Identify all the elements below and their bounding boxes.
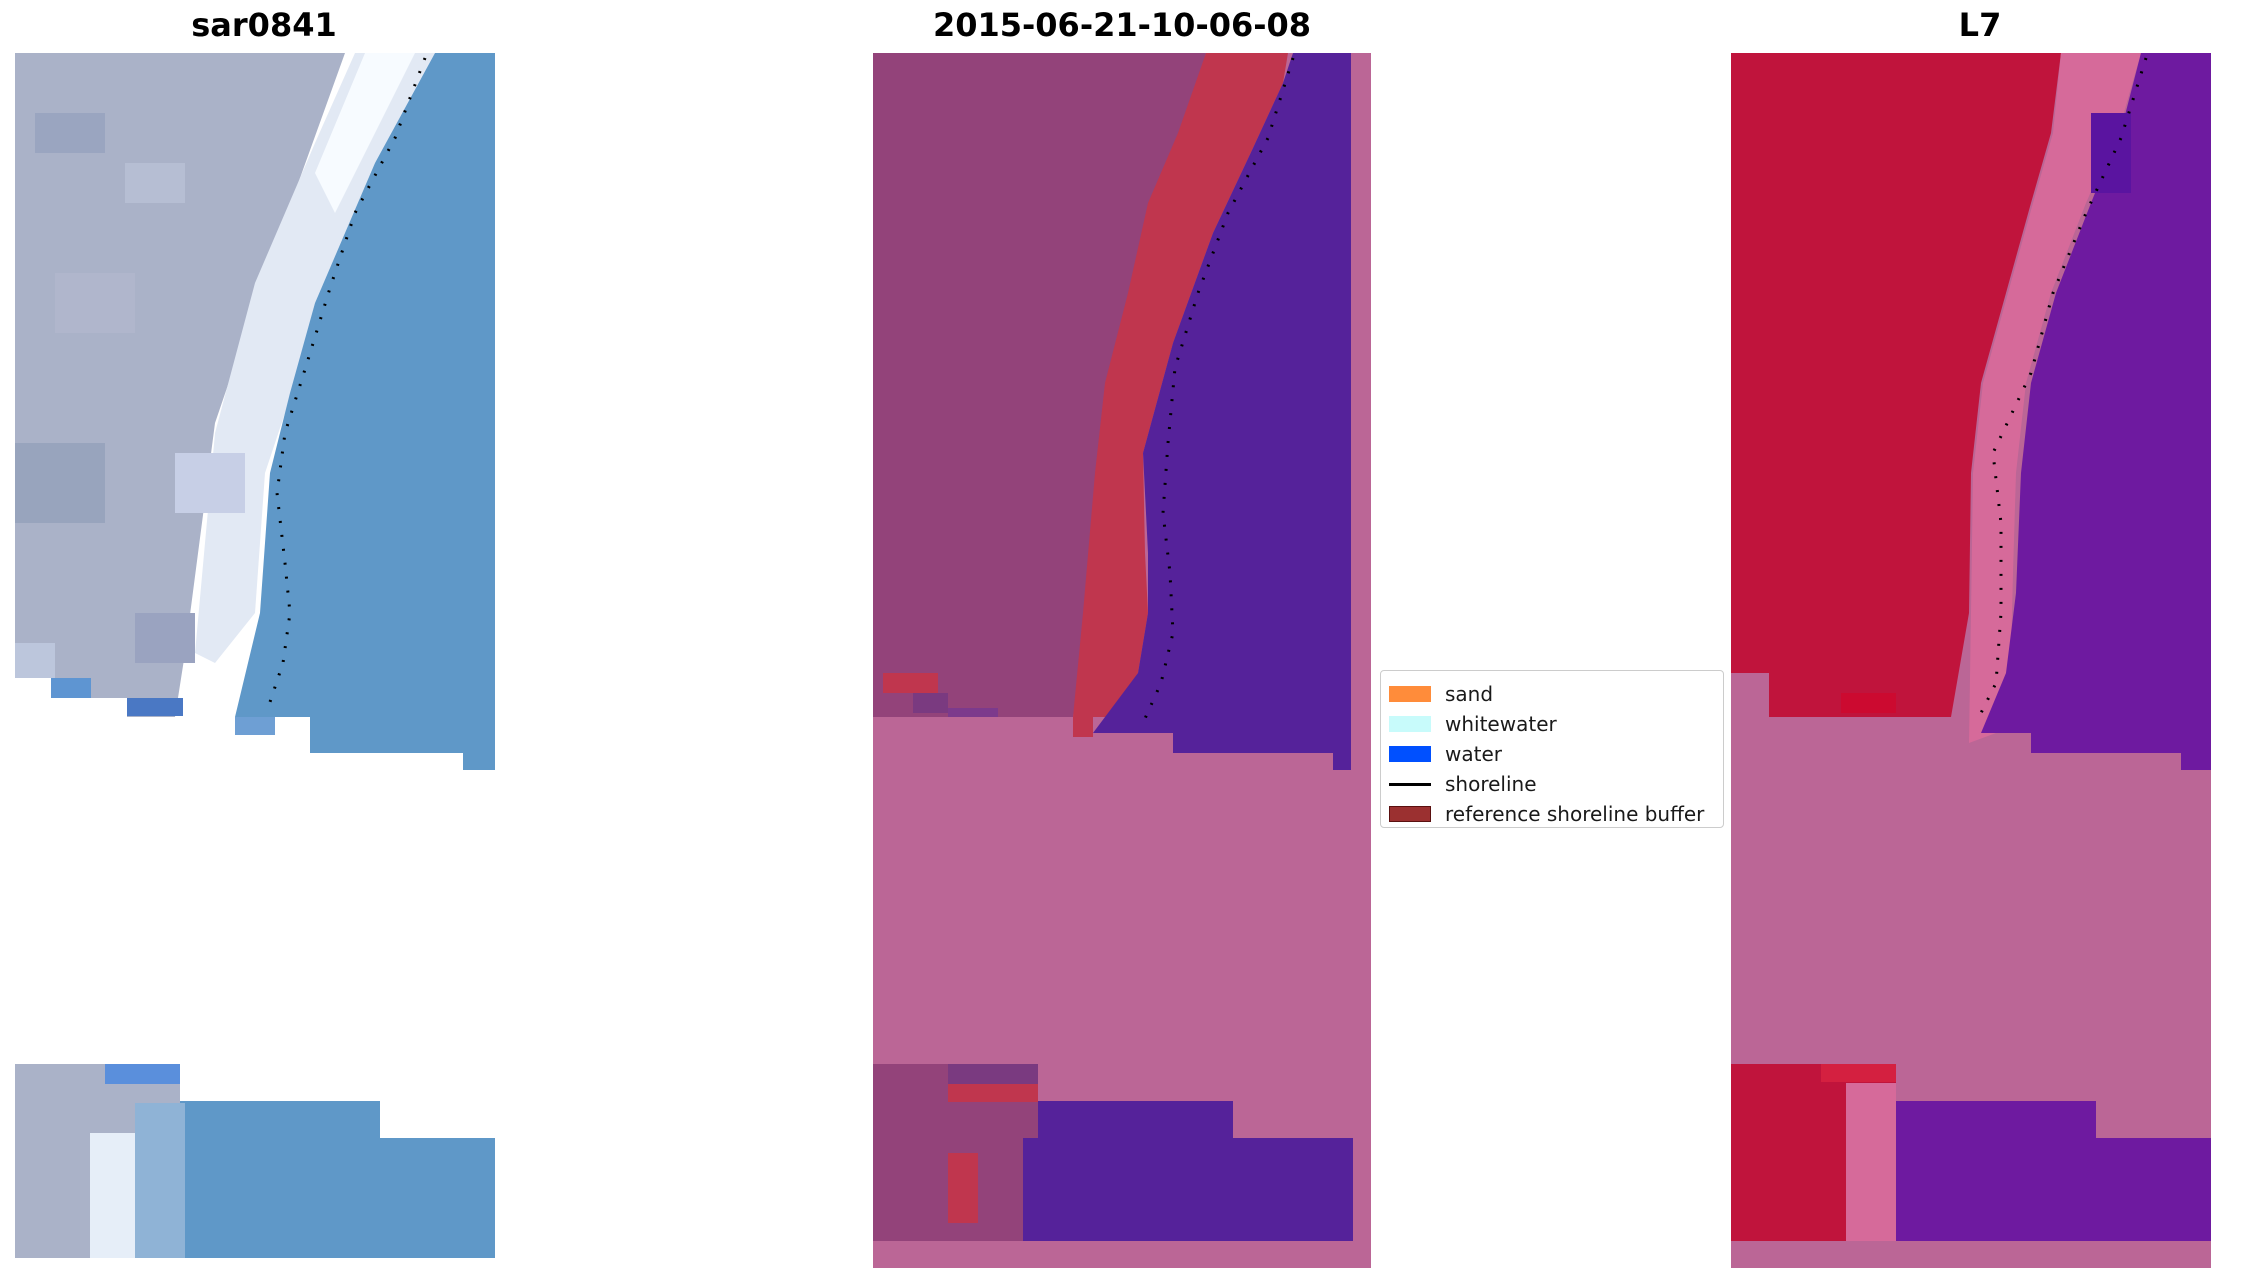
- legend-item-whitewater: whitewater: [1389, 709, 1715, 739]
- legend-item-water: water: [1389, 739, 1715, 769]
- sand-swatch-icon: [1389, 686, 1431, 702]
- index-image-panel: [1731, 53, 2211, 1268]
- legend-label-sand: sand: [1445, 682, 1494, 706]
- shoreline-line-icon: [1389, 782, 1431, 786]
- legend-label-buffer: reference shoreline buffer: [1445, 802, 1705, 826]
- whitewater-swatch-icon: [1389, 716, 1431, 732]
- legend-item-shoreline: shoreline: [1389, 769, 1715, 799]
- rgb-image-panel: [15, 53, 495, 1268]
- legend-label-water: water: [1445, 742, 1502, 766]
- classified-image: [873, 53, 1371, 1268]
- buffer-swatch-icon: [1389, 806, 1431, 822]
- rgb-image: [15, 53, 495, 1258]
- legend-label-shoreline: shoreline: [1445, 772, 1537, 796]
- legend-label-whitewater: whitewater: [1445, 712, 1557, 736]
- water-swatch-icon: [1389, 746, 1431, 762]
- legend-item-sand: sand: [1389, 679, 1715, 709]
- legend-item-buffer: reference shoreline buffer: [1389, 799, 1715, 829]
- classified-image-panel: [873, 53, 1371, 1268]
- panel-title-index: L7: [1958, 6, 2002, 44]
- index-image: [1731, 53, 2211, 1268]
- panel-title-classified: 2015-06-21-10-06-08: [932, 6, 1312, 44]
- legend: sand whitewater water shoreline referenc…: [1380, 670, 1724, 828]
- panel-title-rgb: sar0841: [191, 6, 337, 44]
